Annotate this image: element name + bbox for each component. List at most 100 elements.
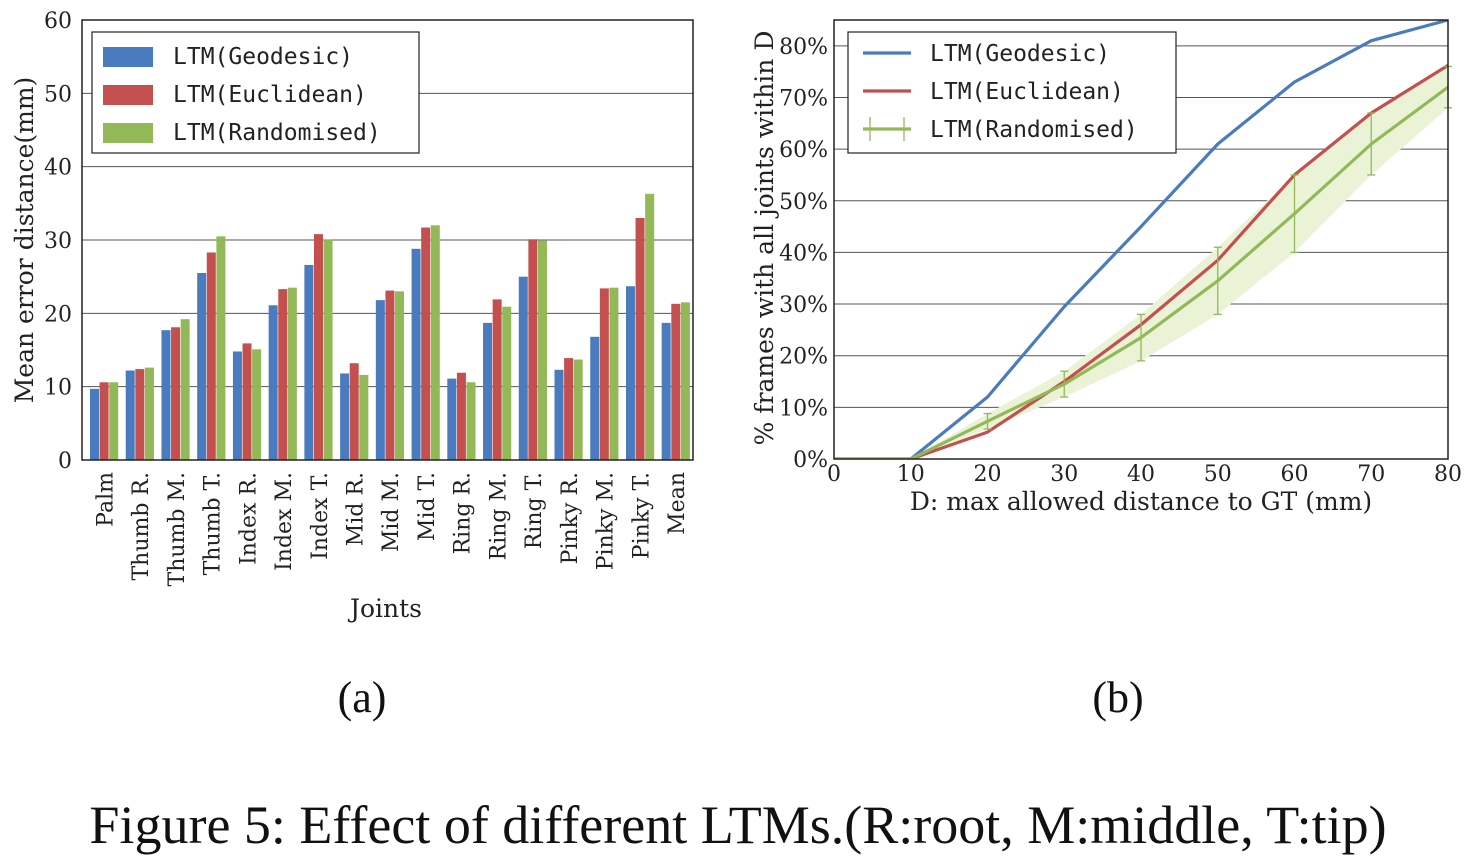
series-line	[834, 20, 1448, 459]
x-tick-label: Pinky M.	[594, 472, 619, 570]
bar	[609, 287, 619, 460]
bar	[411, 248, 421, 460]
bar	[447, 378, 457, 460]
bar	[323, 239, 333, 460]
x-tick-label: 40	[1127, 462, 1155, 487]
legend-entry: LTM(Randomised)	[930, 117, 1138, 143]
x-tick-label: 20	[974, 462, 1002, 487]
bar	[590, 336, 600, 460]
legend: LTM(Geodesic) LTM(Euclidean) LTM(Randomise…	[91, 31, 420, 154]
x-tick-labels: Palm Thumb R. Thumb M. Thumb T. Index R. Inde…	[93, 472, 690, 587]
x-axis-label: Joints	[347, 594, 422, 623]
x-tick-label: Pinky T.	[629, 472, 654, 559]
legend-entry: LTM(Geodesic)	[930, 41, 1110, 67]
x-tick-label: 60	[1281, 462, 1309, 487]
legend-swatch	[103, 123, 153, 143]
bar	[671, 303, 681, 460]
y-tick-label: 50%	[779, 190, 828, 215]
plot-frame	[81, 19, 694, 461]
x-tick-label: Mid R.	[344, 472, 369, 546]
y-tick-label: 20%	[779, 345, 828, 370]
bar	[349, 363, 359, 460]
x-tick-label: 50	[1204, 462, 1232, 487]
y-axis-label: Mean error distance(mm)	[10, 77, 39, 404]
y-tick-label: 70%	[779, 86, 828, 111]
bar	[109, 382, 119, 460]
panel-label-a: (a)	[338, 673, 387, 722]
bar	[125, 370, 135, 460]
bar	[268, 305, 278, 460]
x-tick-label: Thumb M.	[165, 472, 190, 586]
x-tick-label: Index M.	[272, 472, 297, 571]
bar	[340, 373, 350, 460]
bar	[456, 372, 466, 460]
plot-frame	[833, 19, 1449, 460]
bar	[180, 319, 190, 460]
bar	[564, 358, 574, 460]
bar	[430, 225, 440, 460]
bar	[313, 234, 323, 460]
bar	[135, 369, 145, 460]
x-tick-label: Thumb R.	[129, 472, 154, 581]
bar	[421, 227, 431, 460]
bar	[359, 374, 369, 460]
legend: LTM(Geodesic) LTM(Euclidean) LTM(Randomise…	[847, 31, 1177, 154]
y-tick-label: 60%	[779, 138, 828, 163]
x-tick-label: Ring M.	[486, 472, 511, 560]
bar	[554, 369, 564, 460]
y-tick-label: 40%	[779, 241, 828, 266]
bar	[645, 193, 655, 461]
bar	[502, 306, 512, 460]
x-tick-labels: 0 10 20 30 40 50 60 70 80	[827, 462, 1462, 487]
bar	[90, 388, 99, 460]
legend-entry: LTM(Geodesic)	[173, 44, 353, 70]
bar	[206, 252, 216, 460]
y-tick-label: 30%	[779, 293, 828, 318]
bar	[278, 289, 288, 460]
bar	[573, 359, 583, 460]
bar	[197, 273, 207, 460]
bars	[90, 193, 690, 461]
x-tick-label: 80	[1434, 462, 1462, 487]
bar	[599, 288, 609, 460]
x-tick-label: 30	[1050, 462, 1078, 487]
x-tick-label: Thumb T.	[201, 472, 226, 575]
bar	[232, 351, 242, 460]
bar	[661, 322, 671, 460]
x-tick-label: Ring T.	[522, 472, 547, 549]
bar	[144, 367, 154, 460]
bar	[466, 382, 476, 460]
bar	[161, 330, 171, 460]
bar	[287, 287, 297, 460]
legend-entry: LTM(Randomised)	[173, 120, 381, 146]
bar	[171, 327, 181, 460]
bar	[635, 218, 645, 460]
x-tick-label: Ring R.	[451, 472, 476, 554]
bar	[216, 236, 226, 460]
bar	[395, 291, 405, 460]
x-tick-label: Palm	[93, 472, 118, 527]
panel-label-b: (b)	[1092, 673, 1143, 722]
panel-b-line-chart: 0% 10% 20% 30% 40% 50% 60% 70% 80% 0 10 20 30 40 50 60…	[750, 19, 1462, 722]
y-tick-labels: 0 10 20 30 40 50 60	[44, 9, 72, 474]
bar	[537, 240, 547, 460]
bar	[304, 264, 314, 460]
bar	[252, 349, 262, 460]
y-tick-label: 10%	[779, 396, 828, 421]
bar	[518, 276, 528, 460]
bar	[483, 322, 493, 460]
bar	[528, 239, 538, 460]
y-tick-label: 40	[44, 156, 72, 181]
x-tick-label: Index T.	[308, 472, 333, 560]
x-tick-label: 10	[897, 462, 925, 487]
x-tick-label: Mid T.	[415, 472, 440, 541]
x-tick-label: Index R.	[236, 472, 261, 565]
y-tick-label: 50	[44, 82, 72, 107]
legend-entry: LTM(Euclidean)	[173, 82, 367, 108]
y-tick-label: 0	[58, 449, 72, 474]
y-tick-label: 0%	[793, 448, 828, 473]
y-tick-labels: 0% 10% 20% 30% 40% 50% 60% 70% 80%	[779, 35, 828, 473]
x-tick-label: Mid M.	[379, 472, 404, 552]
x-tick-label: 70	[1357, 462, 1385, 487]
